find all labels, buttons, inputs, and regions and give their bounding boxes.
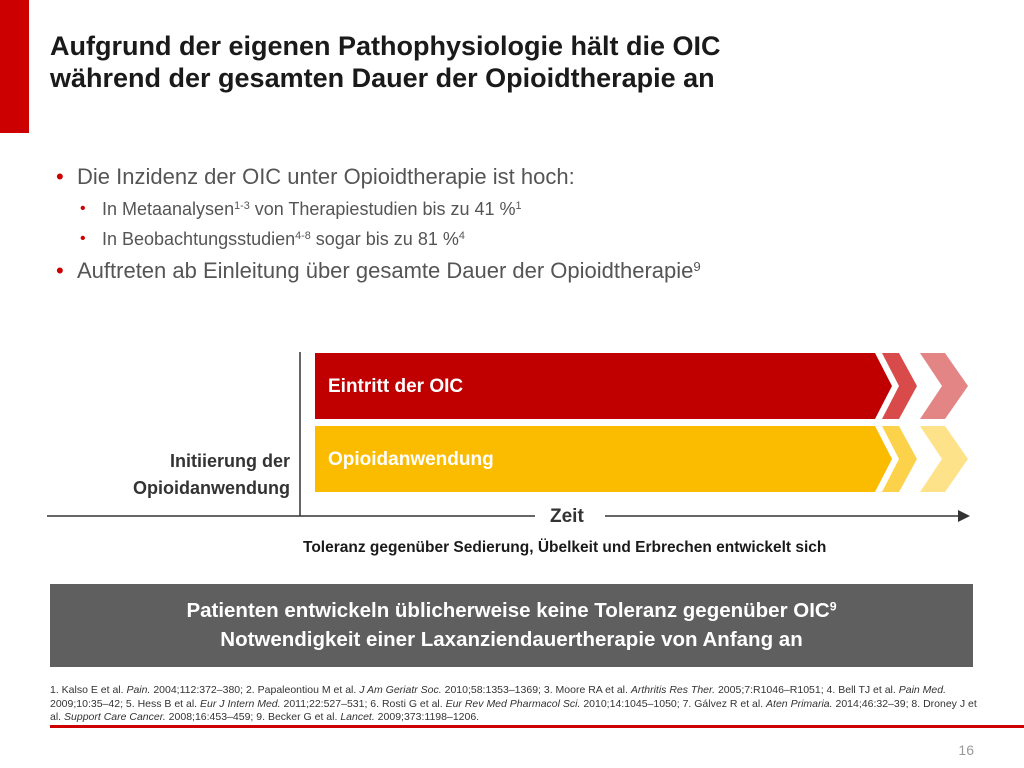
initiation-label: Initiierung der Opioidanwendung — [133, 451, 290, 498]
time-axis-arrowhead — [958, 510, 970, 522]
bullet-incidence: Die Inzidenz der OIC unter Opioidtherapi… — [56, 160, 996, 194]
footer-rule — [50, 725, 1024, 728]
callout-line-2: Notwendigkeit einer Laxanziendauertherap… — [220, 628, 803, 651]
timeline-diagram: Eintritt der OIC Opioidanwendung Initiie… — [0, 350, 1024, 560]
time-axis-label: Zeit — [550, 506, 584, 527]
opioid-use-bar — [315, 426, 892, 492]
sub-bullet-observational-studies: In Beobachtungsstudien4-8 sogar bis zu 8… — [56, 224, 996, 254]
bullet-onset: Auftreten ab Einleitung über gesamte Dau… — [56, 254, 996, 288]
title-line-2: während der gesamten Dauer der Opioidthe… — [50, 63, 715, 93]
opioid-chevron-1 — [882, 426, 917, 492]
page-title: Aufgrund der eigenen Pathophysiologie hä… — [50, 30, 990, 94]
title-accent-bar — [0, 0, 29, 133]
callout-line-1: Patienten entwickeln üblicherweise keine… — [186, 599, 837, 622]
tolerance-note: Toleranz gegenüber Sedierung, Übelkeit u… — [303, 539, 827, 556]
sub-bullet-meta-analyses: In Metaanalysen1-3 von Therapiestudien b… — [56, 194, 996, 224]
bullet-list: Die Inzidenz der OIC unter Opioidtherapi… — [56, 160, 996, 288]
oic-chevron-1 — [882, 353, 917, 419]
oic-onset-bar — [315, 353, 892, 419]
oic-onset-label: Eintritt der OIC — [328, 376, 464, 397]
key-message-callout: Patienten entwickeln üblicherweise keine… — [50, 584, 973, 667]
page-number: 16 — [958, 742, 974, 758]
opioid-chevron-2 — [920, 426, 968, 492]
timeline-graphic — [47, 352, 970, 522]
title-line-1: Aufgrund der eigenen Pathophysiologie hä… — [50, 31, 721, 61]
opioid-use-label: Opioidanwendung — [328, 449, 494, 470]
oic-chevron-2 — [920, 353, 968, 419]
references: 1. Kalso E et al. Pain. 2004;112:372–380… — [50, 684, 977, 723]
